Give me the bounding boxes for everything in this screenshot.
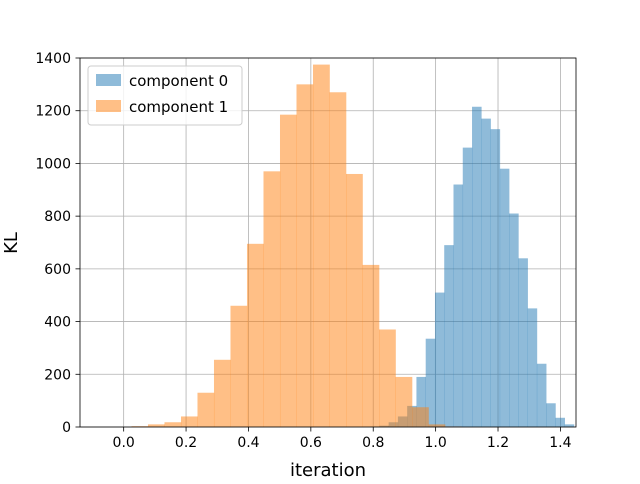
histogram-bar	[213, 359, 231, 427]
histogram-bar	[434, 292, 445, 427]
histogram-bar	[412, 407, 429, 427]
histogram-bar	[416, 376, 427, 427]
histogram-bar	[345, 173, 363, 427]
histogram-bar	[564, 424, 575, 427]
histogram-bar	[279, 114, 297, 428]
histogram-bar	[147, 424, 165, 427]
legend-box	[87, 65, 243, 126]
histogram-bar	[164, 422, 182, 427]
histogram-bar	[472, 106, 482, 427]
histogram-bar	[180, 416, 198, 427]
legend-swatch	[96, 74, 121, 86]
histogram-bar	[230, 305, 248, 427]
histogram-bar	[462, 147, 473, 427]
histogram-bar	[246, 243, 264, 427]
histogram-bar	[527, 308, 538, 427]
histogram-bar	[197, 392, 215, 427]
legend-label: component 1	[129, 98, 228, 116]
y-tick-label: 1000	[35, 156, 71, 172]
histogram-bar	[546, 403, 556, 427]
histogram-bar	[428, 424, 446, 427]
series-1	[131, 64, 462, 428]
y-tick-label: 800	[44, 209, 71, 225]
histogram-bar	[453, 184, 464, 427]
y-tick-label: 600	[44, 262, 71, 278]
x-tick-label: 1.2	[487, 435, 509, 451]
histogram-bar	[518, 258, 528, 427]
histogram-bar	[395, 376, 413, 427]
histogram-bar	[536, 363, 547, 427]
x-tick-label: 0.0	[113, 435, 135, 451]
histogram-bar	[296, 84, 314, 427]
histogram-bar	[555, 417, 565, 427]
histogram-bar	[499, 168, 510, 427]
histogram-bar	[481, 118, 491, 427]
y-tick-label: 1400	[35, 51, 71, 67]
histogram-bar	[490, 129, 501, 427]
x-tick-label: 0.4	[237, 435, 259, 451]
legend-swatch	[96, 100, 121, 112]
histogram-bar	[509, 213, 519, 427]
x-tick-label: 0.8	[362, 435, 384, 451]
axes: 0.0 0.2 0.4 0.6 0.8 1.0 1.2 1.4 0 200 400 600 800 100…	[35, 51, 577, 451]
x-tick-label: 1.4	[549, 435, 571, 451]
y-tick-label: 400	[44, 315, 71, 331]
y-axis-label: KL	[1, 232, 22, 254]
y-tick-label: 200	[44, 367, 71, 383]
x-axis-label: iteration	[290, 460, 366, 480]
plot-frame	[79, 57, 577, 428]
y-tick-label: 0	[62, 420, 71, 436]
legend: component 0 component 1	[87, 65, 243, 126]
y-tick-label: 1200	[35, 104, 71, 120]
histogram-bar	[312, 64, 330, 427]
histogram-bar	[362, 264, 380, 427]
x-tick-label: 0.2	[175, 435, 197, 451]
legend-label: component 0	[129, 72, 228, 90]
histogram-bar	[263, 171, 281, 427]
bars	[131, 64, 575, 428]
x-tick-label: 1.0	[424, 435, 446, 451]
x-tick-label: 0.6	[300, 435, 322, 451]
histogram-bar	[425, 338, 436, 427]
histogram-bar	[379, 329, 396, 427]
histogram-bar	[444, 245, 454, 427]
histogram-bar	[329, 92, 347, 427]
